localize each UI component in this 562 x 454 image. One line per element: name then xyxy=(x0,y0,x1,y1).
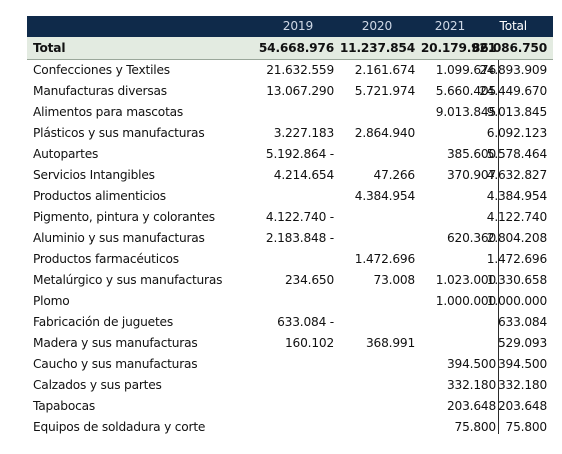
total-2021: 20.179.921 xyxy=(420,41,496,55)
table-row: Tapabocas 203.648 203.648 xyxy=(27,396,553,417)
cell-total: 1.330.658 xyxy=(486,273,547,287)
table-row: Calzados y sus partes 332.180 332.180 xyxy=(27,375,553,396)
table-row: Confecciones y Textiles 21.632.559 2.161.6… xyxy=(27,60,553,81)
row-label: Calzados y sus partes xyxy=(33,378,162,392)
cell-total: 9.013.845 xyxy=(486,105,547,119)
row-label: Productos alimenticios xyxy=(33,189,166,203)
cell-2020: 4.384.954 xyxy=(354,189,415,203)
row-label: Plásticos y sus manufacturas xyxy=(33,126,205,140)
table-row: Caucho y sus manufacturas 394.500 394.500 xyxy=(27,354,553,375)
cell-2019: 4.122.740 - xyxy=(265,210,334,224)
table-row: Autopartes 5.192.864 - 385.600 5.578.464 xyxy=(27,144,553,165)
row-label: Productos farmacéuticos xyxy=(33,252,179,266)
cell-2020: 2.864.940 xyxy=(354,126,415,140)
cell-2021: 385.600 xyxy=(447,147,496,161)
cell-2020: 1.472.696 xyxy=(354,252,415,266)
cell-total: 203.648 xyxy=(498,399,547,413)
cell-2021: 370.907 xyxy=(447,168,496,182)
cell-total: 2.804.208 xyxy=(486,231,547,245)
row-label: Aluminio y sus manufacturas xyxy=(33,231,205,245)
export-table: 2019 2020 2021 Total Total 54.668.976 11… xyxy=(27,16,553,438)
table-row: Fabricación de juguetes 633.084 - 633.084 xyxy=(27,312,553,333)
cell-2021: 1.099.676 xyxy=(435,63,496,77)
cell-2020: 47.266 xyxy=(373,168,416,182)
table-header-row: 2019 2020 2021 Total xyxy=(27,16,553,37)
cell-2021: 394.500 xyxy=(447,357,496,371)
cell-2020: 2.161.674 xyxy=(354,63,415,77)
table-row: Metalúrgico y sus manufacturas 234.650 73.… xyxy=(27,270,553,291)
cell-2019: 21.632.559 xyxy=(266,63,334,77)
cell-2021: 332.180 xyxy=(447,378,496,392)
table-row: Productos alimenticios 4.384.954 4.384.954 xyxy=(27,186,553,207)
total-column-divider xyxy=(498,16,499,434)
cell-2021: 75.800 xyxy=(454,420,497,434)
row-label: Plomo xyxy=(33,294,70,308)
cell-2020: 368.991 xyxy=(366,336,415,350)
cell-total: 5.578.464 xyxy=(486,147,547,161)
table-body: Confecciones y Textiles 21.632.559 2.161.6… xyxy=(27,60,553,438)
total-row-label: Total xyxy=(33,41,66,55)
total-2019: 54.668.976 xyxy=(258,41,334,55)
cell-2019: 5.192.864 - xyxy=(265,147,334,161)
cell-2019: 4.214.654 xyxy=(273,168,334,182)
cell-total: 24.893.909 xyxy=(479,63,547,77)
row-label: Servicios Intangibles xyxy=(33,168,155,182)
cell-total: 332.180 xyxy=(498,378,547,392)
row-label: Alimentos para mascotas xyxy=(33,105,184,119)
total-2020: 11.237.854 xyxy=(339,41,415,55)
header-2020: 2020 xyxy=(361,19,392,33)
cell-2020: 73.008 xyxy=(373,273,416,287)
table-row: Manufacturas diversas 13.067.290 5.721.974… xyxy=(27,81,553,102)
row-label: Fabricación de juguetes xyxy=(33,315,174,329)
table-row: Equipos de soldadura y corte 75.800 75.800 xyxy=(27,417,553,438)
cell-total: 4.122.740 xyxy=(486,210,547,224)
cell-2019: 2.183.848 - xyxy=(265,231,334,245)
row-label: Pigmento, pintura y colorantes xyxy=(33,210,215,224)
cell-2019: 160.102 xyxy=(285,336,334,350)
total-row: Total 54.668.976 11.237.854 20.179.921 8… xyxy=(27,37,553,60)
table-row: Aluminio y sus manufacturas 2.183.848 - 62… xyxy=(27,228,553,249)
cell-2021: 1.023.000 xyxy=(435,273,496,287)
cell-total: 633.084 xyxy=(498,315,547,329)
cell-2021: 620.360 xyxy=(447,231,496,245)
cell-2021: 1.000.000 xyxy=(435,294,496,308)
header-2019: 2019 xyxy=(282,19,313,33)
row-label: Metalúrgico y sus manufacturas xyxy=(33,273,223,287)
table-row: Servicios Intangibles 4.214.654 47.266 370.… xyxy=(27,165,553,186)
cell-total: 1.472.696 xyxy=(486,252,547,266)
cell-2019: 633.084 - xyxy=(277,315,334,329)
row-label: Caucho y sus manufacturas xyxy=(33,357,198,371)
table-row: Productos farmacéuticos 1.472.696 1.472.69… xyxy=(27,249,553,270)
table-row: Plomo 1.000.000 1.000.000 xyxy=(27,291,553,312)
cell-total: 529.093 xyxy=(498,336,547,350)
table-row: Pigmento, pintura y colorantes 4.122.740 … xyxy=(27,207,553,228)
header-total: Total xyxy=(499,19,528,33)
cell-total: 75.800 xyxy=(505,420,548,434)
row-label: Equipos de soldadura y corte xyxy=(33,420,206,434)
row-label: Manufacturas diversas xyxy=(33,84,167,98)
table-row: Madera y sus manufacturas 160.102 368.991 5… xyxy=(27,333,553,354)
cell-2019: 234.650 xyxy=(285,273,334,287)
row-label: Tapabocas xyxy=(33,399,96,413)
cell-2019: 13.067.290 xyxy=(266,84,334,98)
cell-2021: 203.648 xyxy=(447,399,496,413)
cell-2021: 9.013.845 xyxy=(435,105,496,119)
row-label: Confecciones y Textiles xyxy=(33,63,170,77)
cell-total: 394.500 xyxy=(498,357,547,371)
total-grand: 86.086.750 xyxy=(471,41,547,55)
table-row: Alimentos para mascotas 9.013.845 9.013.84… xyxy=(27,102,553,123)
row-label: Madera y sus manufacturas xyxy=(33,336,198,350)
cell-total: 4.632.827 xyxy=(486,168,547,182)
header-2021: 2021 xyxy=(434,19,465,33)
cell-2019: 3.227.183 xyxy=(273,126,334,140)
cell-total: 24.449.670 xyxy=(479,84,547,98)
cell-2020: 5.721.974 xyxy=(354,84,415,98)
cell-total: 1.000.000 xyxy=(486,294,547,308)
cell-total: 4.384.954 xyxy=(486,189,547,203)
cell-2021: 5.660.405 xyxy=(435,84,496,98)
cell-total: 6.092.123 xyxy=(486,126,547,140)
table-row: Plásticos y sus manufacturas 3.227.183 2.8… xyxy=(27,123,553,144)
row-label: Autopartes xyxy=(33,147,99,161)
